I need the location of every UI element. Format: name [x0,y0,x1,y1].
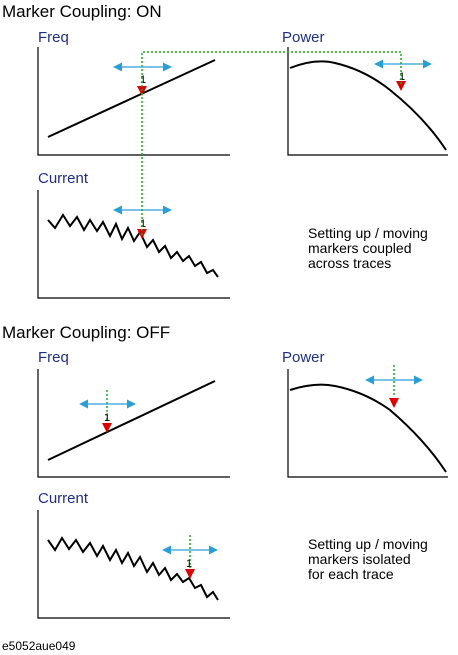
marker-triangle-icon [396,81,406,91]
current-axes [37,190,230,299]
power-trace [289,383,447,473]
description-line-2: markers coupled [308,240,412,256]
section-coupling-on: Marker Coupling: ON Freq 1 Power 1 Curre… [2,2,448,299]
figure-id: e5052aue049 [2,639,76,653]
power-panel-off: Power [282,349,448,478]
freq-axes [37,47,230,156]
current-trace [47,213,219,278]
section-coupling-off: Marker Coupling: OFF Freq 1 Power Curren… [2,323,448,619]
marker-number: 1 [140,74,146,86]
trace-label-freq: Freq [38,349,69,366]
marker-triangle-icon [102,423,112,433]
description-line-1: Setting up / moving [308,536,428,552]
marker-triangle-icon [185,569,195,579]
marker-number: 1 [140,218,146,230]
description-line-1: Setting up / moving [308,225,428,241]
power-panel-on: Power 1 [282,29,448,156]
trace-label-current: Current [38,490,89,507]
freq-trace [47,380,216,461]
marker-triangle-icon [389,398,399,408]
description-line-2: markers isolated [308,551,411,567]
trace-label-power: Power [282,349,325,366]
current-axes [37,510,230,619]
marker-number: 1 [104,412,110,424]
current-panel-on: Current 1 [37,170,230,299]
freq-trace [47,59,216,138]
freq-panel-on: Freq 1 [37,29,230,156]
section-title-off: Marker Coupling: OFF [2,323,170,342]
section-title-on: Marker Coupling: ON [2,2,162,21]
power-trace [289,60,447,151]
description-line-3: for each trace [308,566,394,582]
current-panel-off: Current 1 [37,490,230,619]
trace-label-current: Current [38,170,89,187]
current-trace [47,536,219,601]
trace-label-freq: Freq [38,29,69,46]
marker-number: 1 [186,558,192,570]
description-line-3: across traces [308,255,391,271]
trace-label-power: Power [282,29,325,46]
marker-number: 1 [399,71,405,83]
freq-axes [37,369,230,478]
freq-panel-off: Freq 1 [37,349,230,478]
power-axes [287,47,448,156]
power-axes [287,369,448,478]
marker-coupling-line [141,51,402,235]
